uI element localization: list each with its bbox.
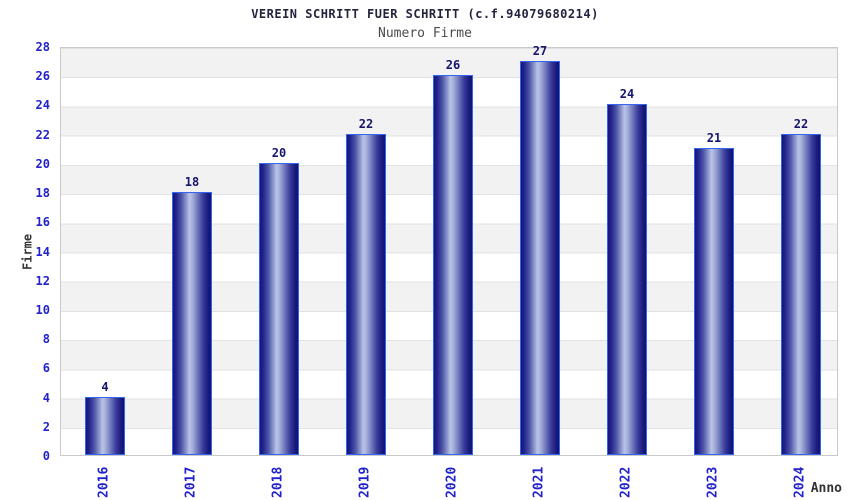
bar-2022 (607, 104, 647, 455)
bar-value-label: 22 (793, 116, 809, 131)
x-axis-tick-labels: 2016 2017 2018 2019 2020 2021 2022 2023 2024 (60, 465, 838, 500)
x-tick-label-2021: 2021 (531, 466, 547, 498)
y-tick-label: 6 (42, 361, 50, 376)
x-tick-label-2023: 2023 (705, 466, 721, 498)
bar-2017 (172, 192, 212, 455)
bar-2019 (346, 133, 386, 455)
bar-2020 (433, 75, 473, 455)
bar-value-label: 26 (445, 58, 461, 73)
plot-area: 4 18 20 22 26 27 24 21 22 (60, 43, 838, 456)
y-tick-label: 28 (35, 40, 50, 54)
y-axis-tick-labels: 0 2 4 6 8 10 12 14 16 18 20 22 24 26 28 (0, 40, 52, 463)
x-tick-label-2020: 2020 (444, 466, 460, 498)
x-tick-label-2017: 2017 (183, 466, 199, 498)
y-tick-label: 12 (35, 273, 50, 288)
chart-subtitle: Numero Firme (378, 26, 472, 41)
bar-2024 (781, 133, 821, 455)
bar-value-label: 4 (101, 379, 109, 394)
x-tick-label-2018: 2018 (270, 466, 286, 498)
chart-title: VEREIN SCHRITT FUER SCHRITT (c.f.9407968… (251, 7, 599, 21)
bar-value-label: 18 (184, 175, 200, 190)
y-tick-label: 24 (35, 98, 50, 113)
y-tick-label: 10 (35, 302, 50, 317)
y-tick-label: 26 (35, 69, 50, 84)
bar-value-label: 24 (619, 87, 635, 102)
y-tick-label: 4 (42, 390, 50, 405)
y-tick-label: 16 (35, 215, 50, 230)
y-tick-label: 8 (42, 332, 50, 347)
bar-2016 (85, 396, 125, 455)
y-tick-label: 20 (35, 156, 50, 171)
bar-value-label: 21 (706, 131, 722, 146)
y-tick-label: 18 (35, 186, 50, 201)
y-tick-label: 2 (42, 419, 50, 434)
x-tick-label-2019: 2019 (357, 466, 373, 498)
x-tick-label-2024: 2024 (792, 466, 808, 498)
bar-2021 (520, 60, 560, 455)
bar-value-label: 27 (532, 43, 548, 58)
bar-value-label: 20 (271, 145, 287, 160)
y-tick-label: 14 (35, 244, 50, 259)
x-tick-label-2016: 2016 (96, 466, 112, 498)
x-tick-label-2022: 2022 (618, 466, 634, 498)
x-axis-title: Anno (810, 481, 842, 496)
bar-2018 (259, 162, 299, 455)
bar-2023 (694, 148, 734, 455)
y-tick-label: 22 (35, 127, 50, 142)
y-tick-label: 0 (42, 449, 50, 463)
bar-value-label: 22 (358, 116, 374, 131)
